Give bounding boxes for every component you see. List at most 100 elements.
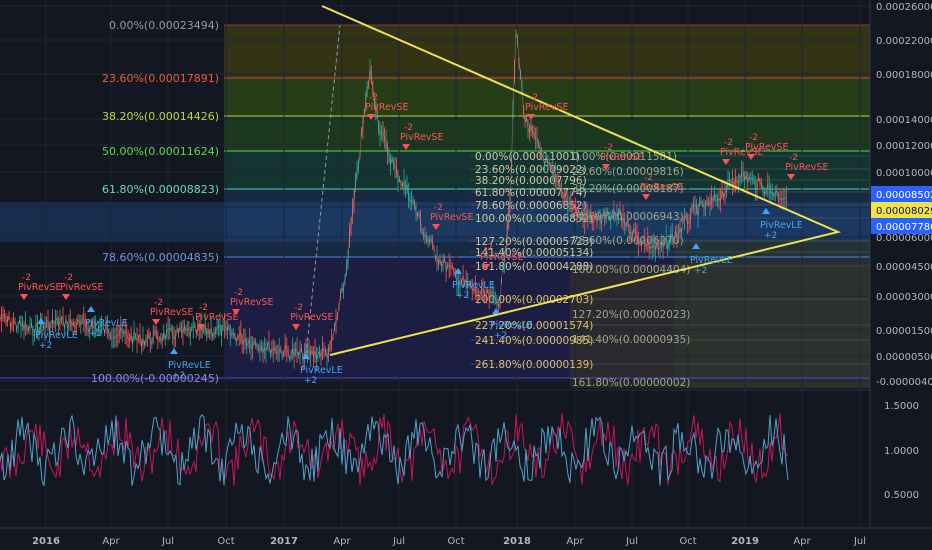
price-badge-bg-2: [871, 218, 932, 234]
y-tick-label-7: 0.00006000: [876, 233, 932, 244]
highlight-band: [0, 202, 870, 242]
fib-label-layer: 0.00%(0.00023494) 23.60%(0.00017891) 38.20…: [91, 19, 219, 385]
x-tick-label-10: Jul: [625, 536, 638, 547]
signal-arrow-1: [37, 318, 45, 324]
fib2-label-2: 38.20%(0.00007796): [475, 175, 587, 187]
price-axis-bg: [870, 0, 932, 550]
y-tick-label-11: 0.00000500: [876, 352, 932, 363]
signal-arrow-22: [762, 208, 770, 214]
signal-label-0: PivRevSE: [18, 282, 61, 293]
tertiary-fib-zone: [675, 240, 870, 388]
y-tick-label-10: 0.00001500: [876, 326, 932, 337]
fib3-label-7: 141.40%(0.00000935): [572, 334, 690, 346]
signal-arrow-18: [642, 194, 650, 200]
price-badge-2: 0.00007780: [876, 222, 932, 233]
x-tick-label-7: Oct: [447, 536, 464, 547]
price-badge-0: 0.00008502: [876, 190, 932, 201]
fib2-label-5: 100.00%(0.00006852): [475, 213, 593, 225]
signal-count-10: -2: [369, 93, 378, 103]
signal-arrow-23: [787, 174, 795, 180]
signal-arrow-13: [454, 268, 462, 274]
signal-count-22: +2: [764, 231, 777, 241]
signal-arrow-5: [170, 348, 178, 354]
signal-count-12: -2: [434, 203, 443, 213]
fib-label-2: 38.20%(0.00014426): [102, 110, 219, 123]
signal-arrow-14: [482, 264, 490, 270]
y-tick-label-9: 0.00003000: [876, 292, 932, 303]
signal-arrow-20: [722, 159, 730, 165]
signal-layer: PivRevSE-2PivRevLE+2PivRevSE-2PivRevLE+2…: [18, 93, 828, 386]
signal-arrow-16: [527, 114, 535, 120]
signal-arrow-7: [232, 309, 240, 315]
signal-label-16: PivRevSE: [525, 102, 568, 113]
oscillator-series-0: [0, 412, 789, 486]
signal-count-16: -2: [529, 93, 538, 103]
signal-arrow-8: [292, 324, 300, 330]
signal-count-3: +2: [89, 329, 102, 339]
signal-count-19: +2: [694, 266, 707, 276]
fib3-label-2: 38.20%(0.00008187): [572, 183, 684, 195]
signal-label-5: PivRevLE: [168, 360, 211, 371]
fib3-label-8: 161.80%(0.00000002): [572, 377, 690, 389]
time-axis-bg: [0, 528, 932, 550]
signal-label-7: PivRevSE: [230, 297, 273, 308]
y-tick-label-12: -0.00000400: [876, 377, 932, 388]
fib3-label-1: 23.60%(0.00009816): [572, 166, 684, 178]
y-tick-label-1: 0.00022000: [876, 36, 932, 47]
signal-label-17: PivRevSE: [600, 152, 643, 163]
osc-y-tick-label-0: 1.5000: [884, 401, 919, 412]
x-tick-label-2: Jul: [161, 536, 174, 547]
signal-label-18: PivRevSE: [640, 182, 683, 193]
signal-count-11: -2: [404, 123, 413, 133]
fib2-label-11: 241.40%(0.00000985): [475, 335, 593, 347]
fib-label-1: 23.60%(0.00017891): [102, 72, 219, 85]
oscillator-layer[interactable]: [0, 389, 932, 487]
signal-arrow-6: [197, 324, 205, 330]
x-tick-label-3: Oct: [217, 536, 234, 547]
x-tick-label-6: Jul: [392, 536, 405, 547]
signal-label-13: PivRevLE: [452, 280, 495, 291]
price-line: [0, 33, 787, 362]
fib-zone-layer: [0, 24, 870, 388]
signal-count-9: +2: [304, 376, 317, 386]
fib2-label-6: 127.20%(0.00005723): [475, 236, 593, 248]
signal-label-15: PivRevLE: [490, 320, 533, 331]
trend-dashed-line: [305, 24, 341, 356]
signal-count-6: -2: [199, 303, 208, 313]
signal-count-14: -2: [484, 243, 493, 253]
price-series-layer[interactable]: [0, 24, 787, 372]
x-tick-label-0: 2016: [32, 536, 60, 547]
fib2-label-0: 0.00%(0.00011001): [475, 151, 580, 163]
signal-label-14: PivRevSE: [480, 252, 523, 263]
fib2-label-12: 261.80%(0.00000139): [475, 359, 593, 371]
signal-label-1: PivRevLE: [35, 330, 78, 341]
signal-label-6: PivRevSE: [195, 312, 238, 323]
signal-arrow-4: [152, 319, 160, 325]
y-tick-label-0: 0.00026000: [876, 2, 932, 13]
fib2-label-1: 23.60%(0.00009022): [475, 164, 587, 176]
signal-count-21: -2: [749, 133, 758, 143]
signal-label-23: PivRevSE: [785, 162, 828, 173]
signal-label-4: PivRevSE: [150, 307, 193, 318]
signal-arrow-17: [602, 164, 610, 170]
signal-count-18: -2: [644, 173, 653, 183]
signal-count-15: +2: [494, 331, 507, 341]
signal-label-11: PivRevSE: [400, 132, 443, 143]
x-tick-label-14: Jul: [853, 536, 866, 547]
signal-count-17: -2: [604, 143, 613, 153]
x-tick-label-4: 2017: [270, 536, 298, 547]
price-badge-bg-0: [871, 186, 932, 202]
fib-label-6: 100.00%(-0.00000245): [91, 372, 219, 385]
signal-arrow-3: [87, 306, 95, 312]
x-tick-label-13: Apr: [793, 536, 811, 547]
signal-count-8: -2: [294, 303, 303, 313]
fib3-label-6: 127.20%(0.00002023): [572, 309, 690, 321]
x-tick-label-11: Oct: [679, 536, 696, 547]
signal-label-10: PivRevSE: [365, 102, 408, 113]
signal-arrow-0: [20, 294, 28, 300]
y-tick-label-2: 0.00018000: [876, 70, 932, 81]
signal-arrow-12: [432, 224, 440, 230]
fib2-label-4: 78.60%(0.00006852): [475, 200, 587, 212]
fib-label-0: 0.00%(0.00023494): [109, 19, 219, 32]
